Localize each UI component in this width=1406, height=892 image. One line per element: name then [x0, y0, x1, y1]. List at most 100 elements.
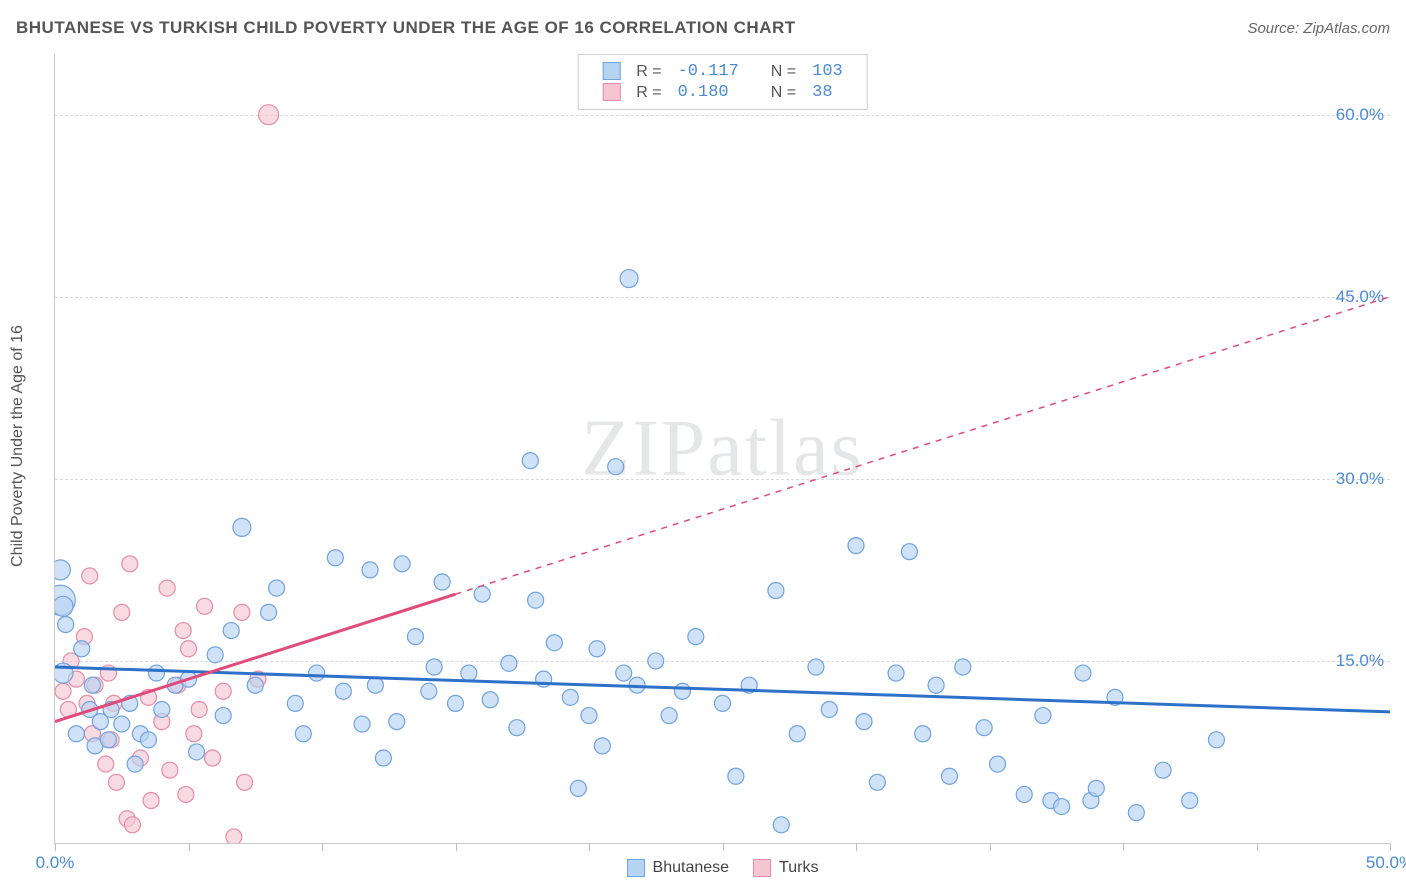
xtick — [1390, 843, 1391, 851]
legend-bhutanese-R: -0.117 — [670, 61, 747, 82]
point-bhutanese — [261, 604, 277, 620]
point-bhutanese — [1075, 665, 1091, 681]
xtick — [589, 843, 590, 851]
legend-R-label: R = — [628, 61, 669, 82]
point-bhutanese — [528, 592, 544, 608]
scatter-svg — [55, 54, 1390, 843]
point-bhutanese — [215, 708, 231, 724]
point-bhutanese — [140, 732, 156, 748]
legend-bhutanese-label: Bhutanese — [653, 859, 730, 877]
point-bhutanese — [620, 270, 638, 288]
point-bhutanese — [1016, 786, 1032, 802]
point-bhutanese — [522, 453, 538, 469]
point-bhutanese — [728, 768, 744, 784]
legend-bhutanese-N: 103 — [804, 61, 851, 82]
legend-stats-row-turks: R = 0.180 N = 38 — [594, 82, 851, 103]
swatch-turks — [602, 83, 620, 101]
xtick — [322, 843, 323, 851]
point-bhutanese — [955, 659, 971, 675]
point-bhutanese — [100, 732, 116, 748]
point-bhutanese — [789, 726, 805, 742]
point-bhutanese — [223, 623, 239, 639]
point-bhutanese — [616, 665, 632, 681]
point-bhutanese — [1208, 732, 1224, 748]
point-bhutanese — [407, 629, 423, 645]
point-bhutanese — [55, 560, 70, 580]
legend-turks-N: 38 — [804, 82, 851, 103]
point-bhutanese — [269, 580, 285, 596]
point-turks — [205, 750, 221, 766]
legend-turks-R: 0.180 — [670, 82, 747, 103]
point-bhutanese — [362, 562, 378, 578]
point-turks — [55, 683, 71, 699]
xtick-label: 0.0% — [36, 853, 75, 873]
point-bhutanese — [154, 701, 170, 717]
point-bhutanese — [768, 583, 784, 599]
point-bhutanese — [546, 635, 562, 651]
point-bhutanese — [434, 574, 450, 590]
point-bhutanese — [1088, 780, 1104, 796]
point-bhutanese — [58, 617, 74, 633]
point-turks — [237, 774, 253, 790]
trend-turks-dashed — [456, 297, 1391, 594]
point-bhutanese — [295, 726, 311, 742]
point-bhutanese — [354, 716, 370, 732]
point-turks — [122, 556, 138, 572]
point-turks — [143, 793, 159, 809]
point-bhutanese — [1128, 805, 1144, 821]
point-turks — [175, 623, 191, 639]
point-turks — [259, 105, 279, 125]
point-bhutanese — [821, 701, 837, 717]
point-bhutanese — [233, 518, 251, 536]
point-turks — [108, 774, 124, 790]
point-bhutanese — [990, 756, 1006, 772]
point-bhutanese — [327, 550, 343, 566]
point-bhutanese — [661, 708, 677, 724]
point-bhutanese — [287, 695, 303, 711]
xtick — [856, 843, 857, 851]
point-turks — [191, 701, 207, 717]
point-turks — [197, 598, 213, 614]
point-bhutanese — [715, 695, 731, 711]
legend-N-label: N = — [763, 61, 804, 82]
swatch-bhutanese — [602, 62, 620, 80]
point-bhutanese — [688, 629, 704, 645]
xtick-label: 50.0% — [1366, 853, 1406, 873]
legend-stats: R = -0.117 N = 103 R = 0.180 N = 38 — [577, 54, 868, 110]
xtick — [1123, 843, 1124, 851]
point-bhutanese — [474, 586, 490, 602]
point-bhutanese — [589, 641, 605, 657]
point-bhutanese — [915, 726, 931, 742]
point-bhutanese — [148, 665, 164, 681]
point-bhutanese — [648, 653, 664, 669]
point-bhutanese — [848, 538, 864, 554]
point-bhutanese — [448, 695, 464, 711]
point-turks — [181, 641, 197, 657]
point-bhutanese — [773, 817, 789, 833]
xtick — [990, 843, 991, 851]
point-turks — [215, 683, 231, 699]
title-bar: BHUTANESE VS TURKISH CHILD POVERTY UNDER… — [16, 18, 1390, 38]
xtick — [1257, 843, 1258, 851]
point-bhutanese — [509, 720, 525, 736]
point-bhutanese — [189, 744, 205, 760]
point-bhutanese — [127, 756, 143, 772]
point-bhutanese — [84, 677, 100, 693]
point-turks — [124, 817, 140, 833]
point-bhutanese — [367, 677, 383, 693]
plot-area: ZIPatlas R = -0.117 N = 103 R = 0.180 N … — [54, 54, 1390, 844]
point-bhutanese — [869, 774, 885, 790]
point-turks — [98, 756, 114, 772]
source-label: Source: ZipAtlas.com — [1247, 20, 1390, 37]
point-bhutanese — [581, 708, 597, 724]
point-bhutanese — [901, 544, 917, 560]
point-bhutanese — [394, 556, 410, 572]
point-bhutanese — [928, 677, 944, 693]
legend-turks-label: Turks — [779, 859, 818, 877]
point-turks — [226, 829, 242, 843]
xtick — [456, 843, 457, 851]
swatch-bhutanese-icon — [627, 859, 645, 877]
point-bhutanese — [247, 677, 263, 693]
point-bhutanese — [375, 750, 391, 766]
point-bhutanese — [426, 659, 442, 675]
